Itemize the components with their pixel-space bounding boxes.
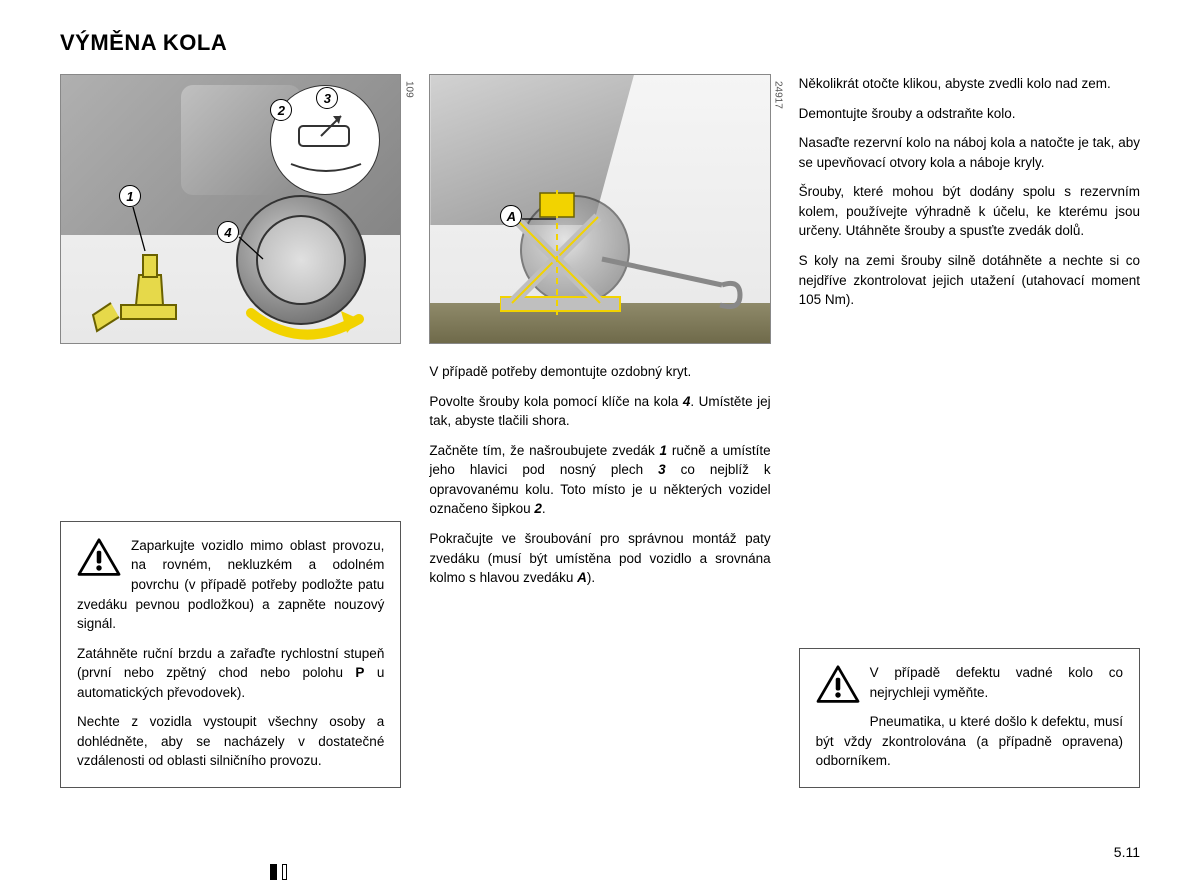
warning-box-2: V případě defektu vadné kolo co nejrychl… [799,648,1140,788]
col3-p5: S koly na zemi šrouby silně dotáhněte a … [799,251,1140,310]
page-number: 5.11 [1114,844,1140,860]
column-1: 109 [60,74,401,868]
col3-p1: Několikrát otočte klikou, abyste zvedli … [799,74,1140,94]
warning2-p2: Pneumatika, u které došlo k defektu, mus… [816,712,1123,771]
wheel-rim-illustration [256,215,346,305]
spacer [799,320,1140,649]
column-2-text: V případě potřeby demontujte ozdobný kry… [429,362,770,598]
footer-crop-marks [270,864,310,880]
col2-p1: V případě potřeby demontujte ozdobný kry… [429,362,770,382]
figure-2-ref: 24917 [773,81,784,109]
jack-illustration [91,245,191,335]
figure-1: 109 [60,74,401,344]
leader-line [520,213,560,227]
column-3: Několikrát otočte klikou, abyste zvedli … [799,74,1140,868]
callout-1: 1 [119,185,141,207]
col3-p2: Demontujte šrouby a odstraňte kolo. [799,104,1140,124]
jack-assembly-illustration [500,185,760,325]
column-3-text: Několikrát otočte klikou, abyste zvedli … [799,74,1140,320]
col2-p4: Pokračujte ve šroubování pro správnou mo… [429,529,770,588]
callout-4: 4 [217,221,239,243]
warning1-p2: Zatáhněte ruční brzdu a zařaďte rychlost… [77,644,384,703]
col2-p2: Povolte šrouby kola pomocí klíče na kola… [429,392,770,431]
figure-2: 24917 [429,74,770,344]
col2-p3: Začněte tím, že našroubujete zvedák 1 ru… [429,441,770,519]
warning-box-1: Zaparkujte vozidlo mimo oblast provozu, … [60,521,401,788]
page-title: VÝMĚNA KOLA [60,30,1140,56]
leader-line [131,205,151,255]
content-columns: 109 [60,74,1140,868]
warning2-p1: V případě defektu vadné kolo co nejrychl… [816,663,1123,702]
warning1-p3: Nechte z vozidla vystoupit všechny osoby… [77,712,384,771]
figure-1-ref: 109 [403,81,414,98]
spacer [60,362,401,521]
warning-icon [816,665,860,711]
rotation-arrow-icon [241,305,371,350]
manual-page: VÝMĚNA KOLA 109 [0,0,1200,888]
warning1-p1: Zaparkujte vozidlo mimo oblast provozu, … [77,536,384,634]
col3-p3: Nasaďte rezervní kolo na náboj kola a na… [799,133,1140,172]
column-2: 24917 [429,74,770,868]
col3-p4: Šrouby, které mohou být dodány spolu s r… [799,182,1140,241]
leader-line [237,235,267,265]
warning-icon [77,538,121,584]
